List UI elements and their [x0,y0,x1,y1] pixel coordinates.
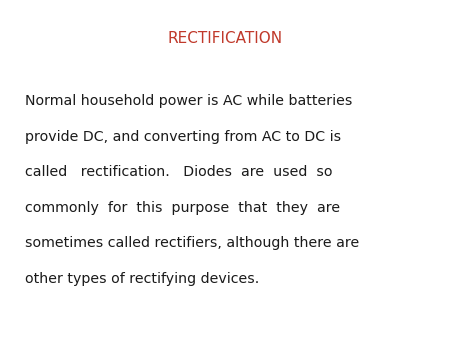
Text: Normal household power is AC while batteries: Normal household power is AC while batte… [25,94,352,108]
Text: sometimes called rectifiers, although there are: sometimes called rectifiers, although th… [25,236,359,250]
Text: commonly  for  this  purpose  that  they  are: commonly for this purpose that they are [25,201,340,215]
Text: provide DC, and converting from AC to DC is: provide DC, and converting from AC to DC… [25,130,341,144]
Text: other types of rectifying devices.: other types of rectifying devices. [25,272,259,286]
Text: called   rectification.   Diodes  are  used  so: called rectification. Diodes are used so [25,165,332,179]
Text: RECTIFICATION: RECTIFICATION [167,31,283,46]
